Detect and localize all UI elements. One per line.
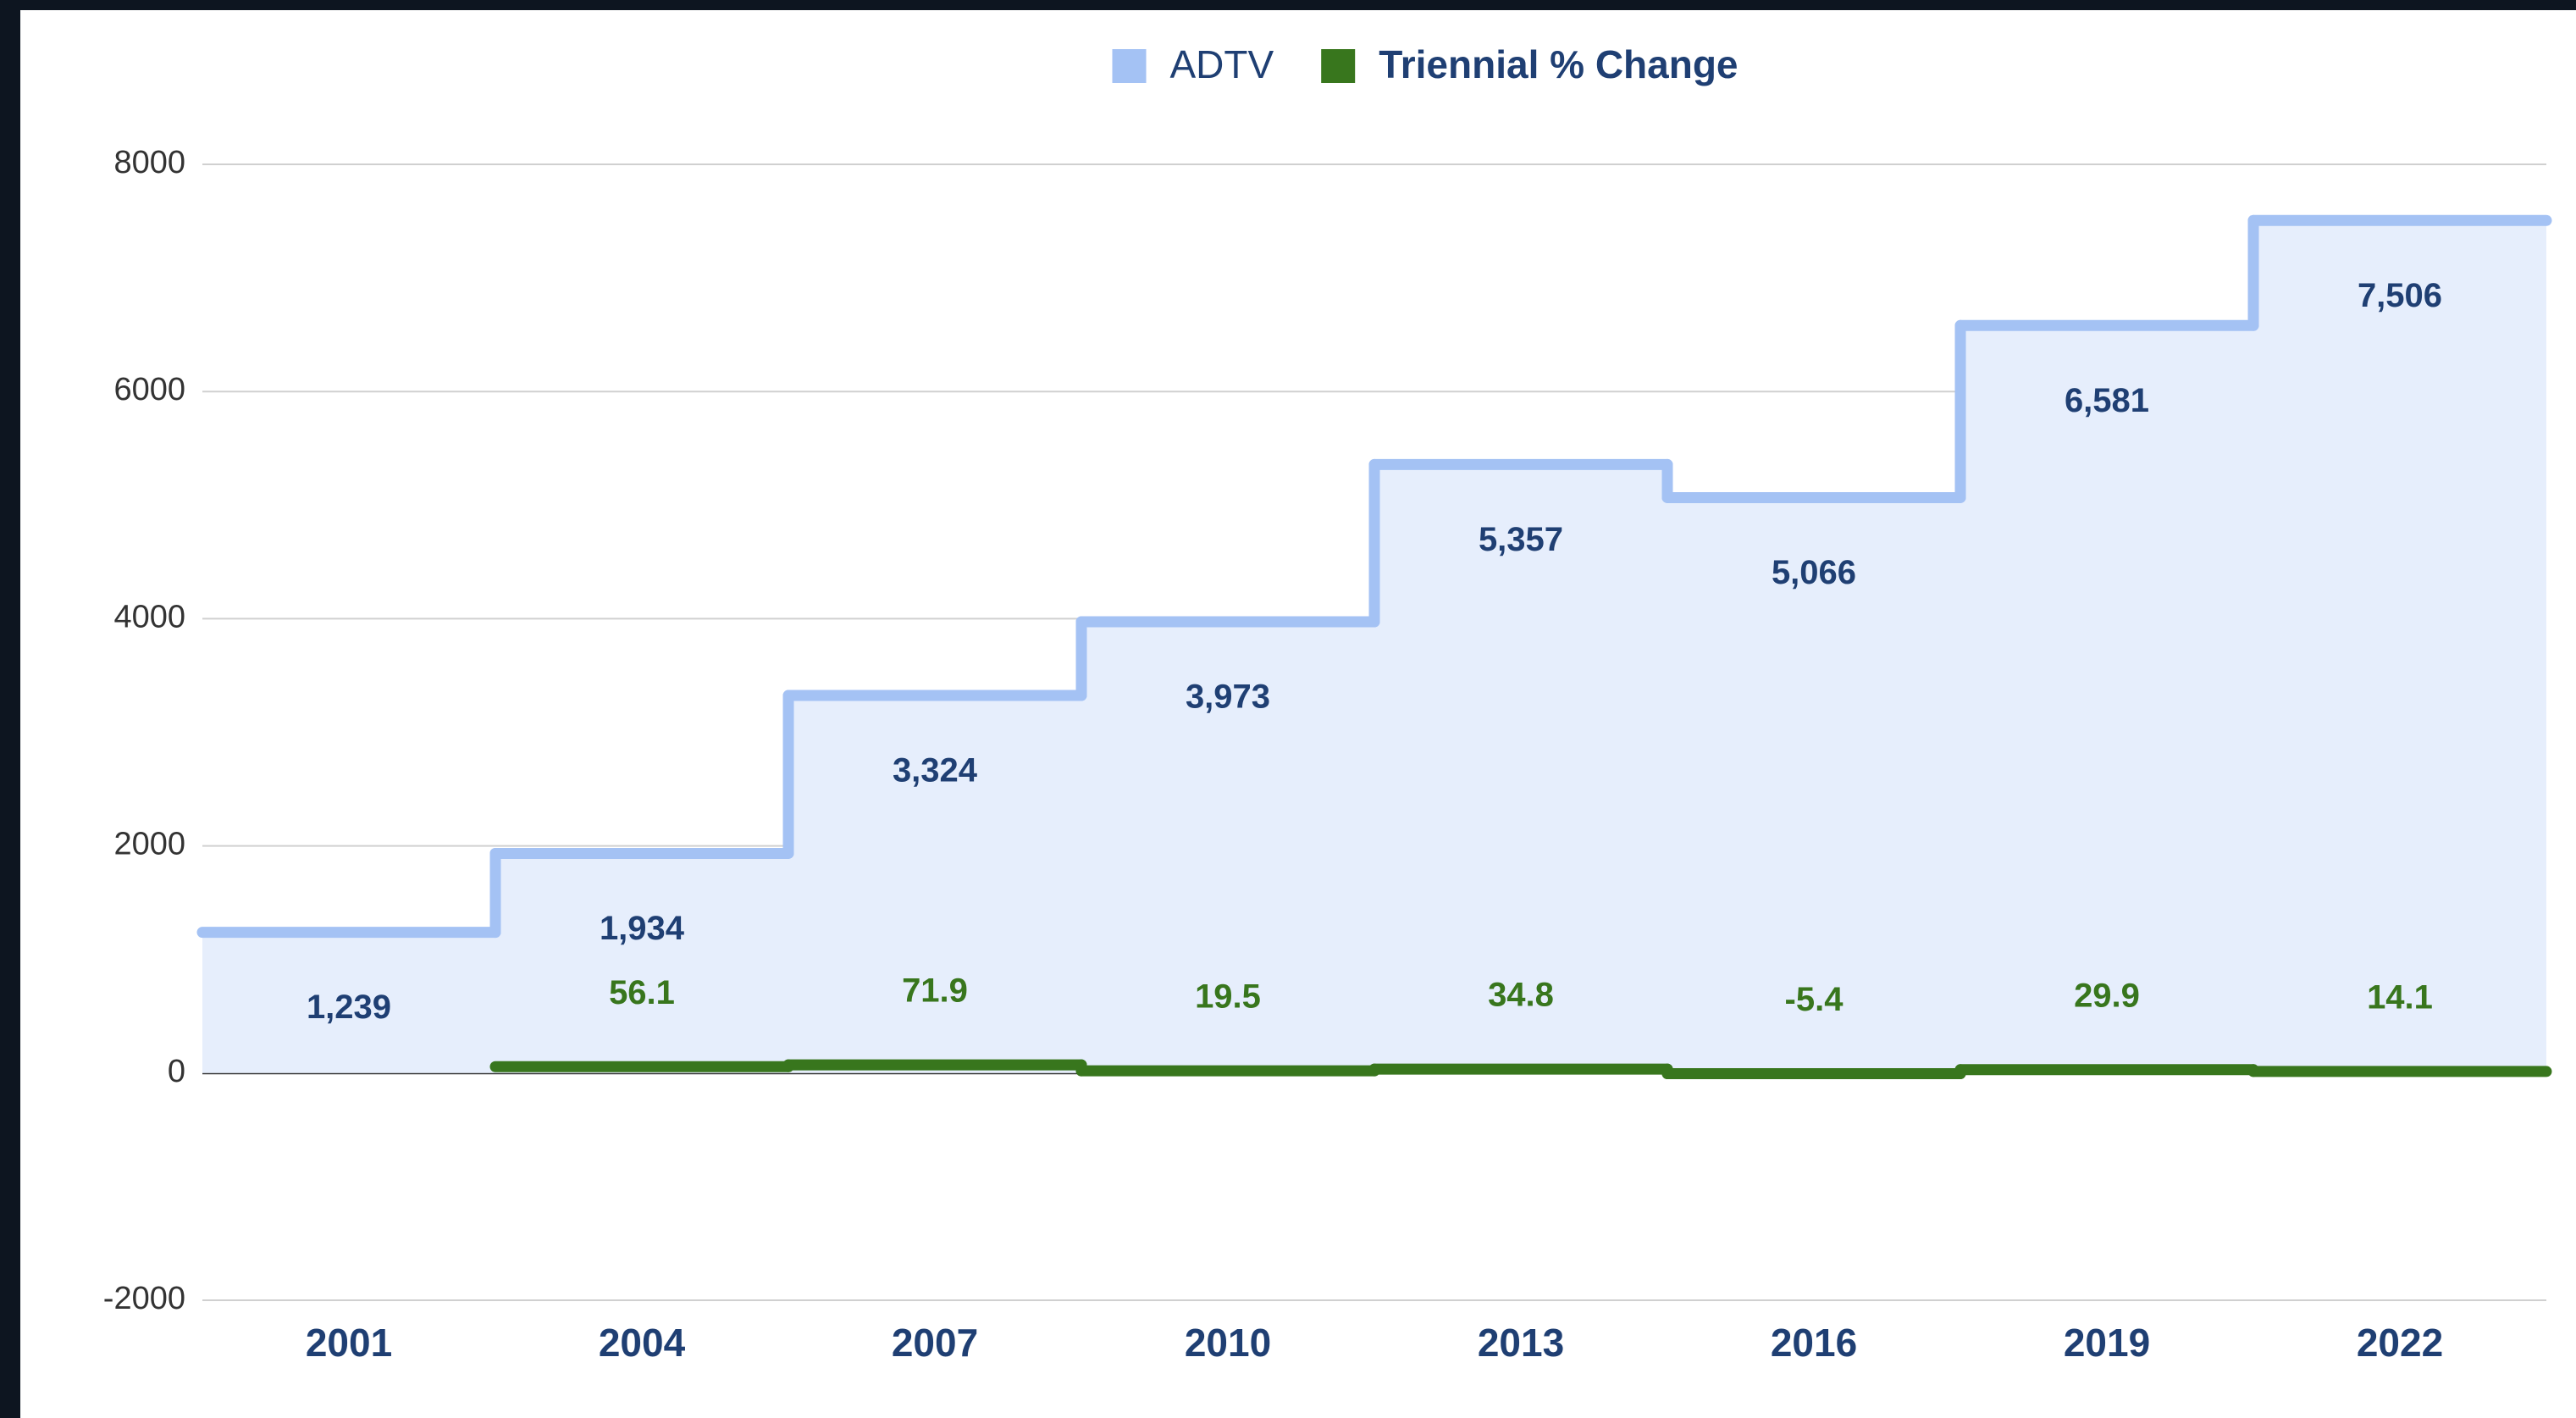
legend-label: ADTV — [1170, 42, 1274, 86]
data-label: 19.5 — [1195, 978, 1261, 1016]
x-tick-label: 2001 — [306, 1321, 392, 1365]
legend: ADTV Triennial % Change — [1112, 42, 1739, 86]
lines — [196, 214, 2552, 1080]
area-band — [788, 695, 1081, 1073]
x-tick-label: 2007 — [892, 1321, 978, 1365]
area-band — [1374, 464, 1667, 1073]
data-label: 3,973 — [1186, 679, 1270, 716]
y-tick-label: 2000 — [113, 827, 185, 862]
y-tick-label: 6000 — [113, 372, 185, 407]
labels: -2000 0 2000 4000 6000 8000 2001 2004 2007 2010 20… — [103, 145, 2443, 1365]
x-tick-label: 2022 — [2357, 1321, 2443, 1365]
data-label: 5,357 — [1479, 521, 1563, 558]
legend-swatch — [1112, 49, 1147, 83]
x-tick-label: 2004 — [599, 1321, 686, 1365]
data-label: 5,066 — [1772, 554, 1856, 591]
x-tick-label: 2019 — [2064, 1321, 2150, 1365]
area-band — [202, 932, 495, 1073]
data-label: 29.9 — [2074, 977, 2140, 1014]
area-band — [1960, 325, 2253, 1073]
area-band — [1667, 497, 1960, 1073]
x-tick-label: 2013 — [1478, 1321, 1564, 1365]
data-label: 56.1 — [609, 974, 675, 1011]
data-label: 3,324 — [893, 752, 978, 789]
x-tick-label: 2010 — [1185, 1321, 1271, 1365]
area-band — [2253, 220, 2546, 1073]
y-tick-label: -2000 — [103, 1281, 185, 1316]
data-label: 14.1 — [2367, 978, 2433, 1016]
y-tick-label: 0 — [168, 1054, 185, 1089]
data-label: 7,506 — [2358, 277, 2442, 314]
y-tick-label: 8000 — [113, 145, 185, 180]
y-tick-label: 4000 — [113, 599, 185, 634]
data-label: 1,239 — [307, 989, 391, 1026]
legend-swatch — [1321, 49, 1356, 83]
data-label: 1,934 — [600, 910, 685, 947]
data-label: 6,581 — [2065, 382, 2149, 419]
data-label: -5.4 — [1785, 981, 1844, 1018]
data-label: 71.9 — [902, 972, 968, 1010]
area-band — [495, 853, 788, 1073]
area-band — [1081, 622, 1374, 1073]
data-label: 34.8 — [1488, 977, 1554, 1014]
x-tick-label: 2016 — [1771, 1321, 1857, 1365]
legend-label: Triennial % Change — [1379, 42, 1738, 86]
areas — [202, 220, 2546, 1073]
